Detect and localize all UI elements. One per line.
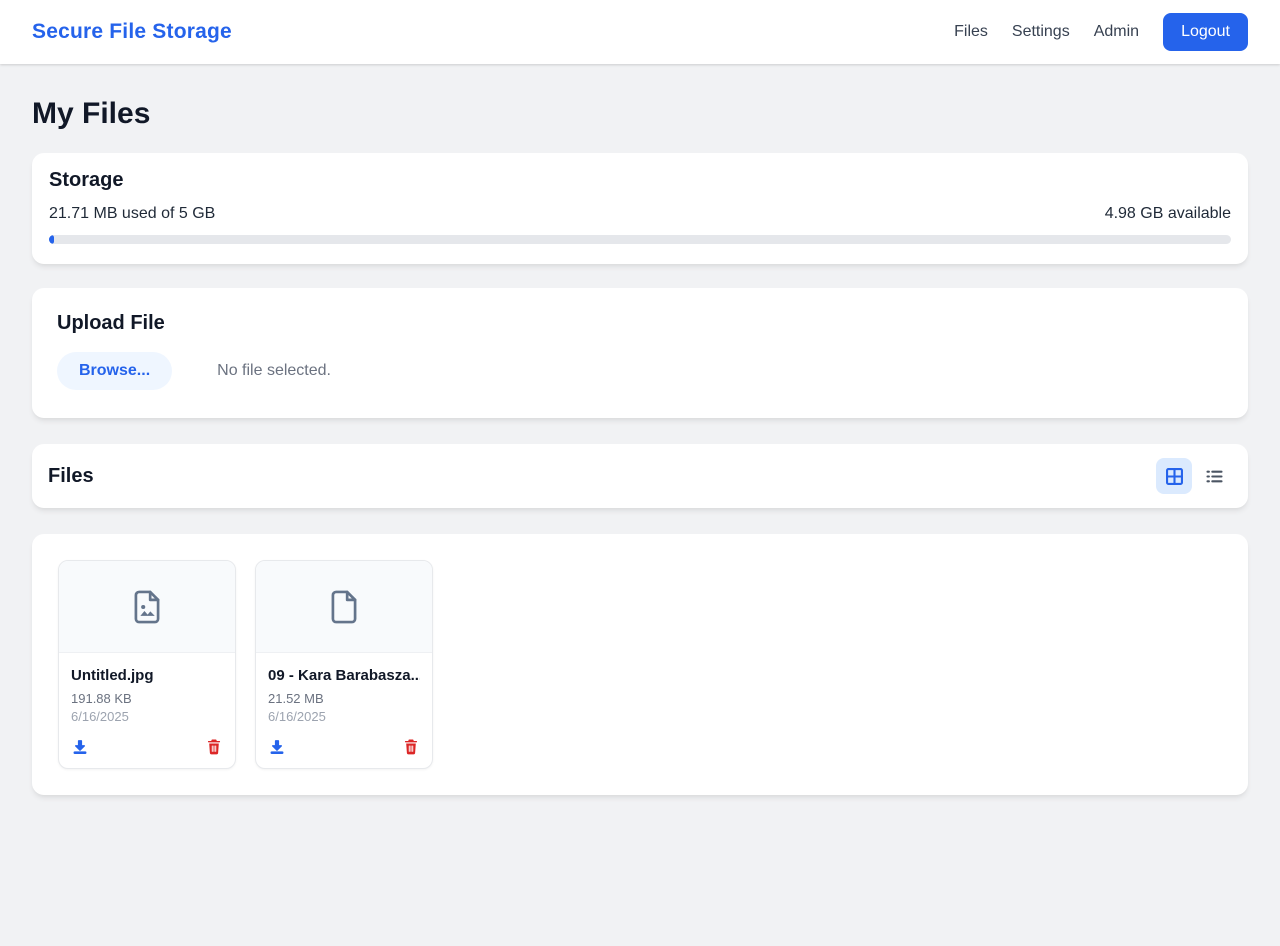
storage-progress-fill — [49, 235, 54, 244]
nav-link-admin[interactable]: Admin — [1093, 23, 1140, 40]
file-name: Untitled.jpg — [71, 667, 154, 684]
upload-row: Browse... No file selected. — [57, 352, 1223, 390]
file-actions — [268, 738, 420, 756]
grid-view-button[interactable] — [1156, 458, 1192, 494]
storage-used-text: 21.71 MB used of 5 GB — [49, 205, 216, 222]
storage-usage-row: 21.71 MB used of 5 GB 4.98 GB available — [49, 205, 1231, 223]
storage-title: Storage — [49, 169, 124, 191]
nav-link-files[interactable]: Files — [954, 23, 988, 40]
files-header-card: Files — [32, 444, 1248, 508]
grid-view-icon — [1164, 466, 1185, 487]
header: Secure File Storage Files Settings Admin L… — [0, 0, 1280, 64]
upload-status-text: No file selected. — [217, 362, 331, 379]
nav-link-settings[interactable]: Settings — [1011, 23, 1070, 40]
storage-progress-track — [49, 235, 1231, 244]
page-title: My Files — [32, 97, 151, 130]
trash-icon — [205, 738, 223, 756]
header-nav: Files Settings Admin — [954, 23, 1139, 41]
upload-card: Upload File Browse... No file selected. — [32, 288, 1248, 418]
file-grid: Untitled.jpg 191.88 KB 6/16/2025 — [58, 560, 1222, 769]
list-view-icon — [1204, 466, 1225, 487]
list-view-button[interactable] — [1196, 458, 1232, 494]
view-toggles — [1156, 458, 1232, 494]
storage-available-text: 4.98 GB available — [1104, 205, 1231, 222]
file-date: 6/16/2025 — [71, 709, 129, 724]
logout-button[interactable]: Logout — [1163, 13, 1248, 51]
file-card[interactable]: Untitled.jpg 191.88 KB 6/16/2025 — [58, 560, 236, 769]
file-card[interactable]: 09 - Kara Barabasza.... 21.52 MB 6/16/20… — [255, 560, 433, 769]
file-size: 21.52 MB — [268, 691, 324, 706]
download-button[interactable] — [268, 738, 286, 756]
file-info: 09 - Kara Barabasza.... 21.52 MB 6/16/20… — [256, 653, 432, 768]
download-button[interactable] — [71, 738, 89, 756]
delete-button[interactable] — [402, 738, 420, 756]
upload-title: Upload File — [57, 312, 165, 334]
file-thumbnail — [59, 561, 235, 653]
header-right: Files Settings Admin Logout — [954, 13, 1248, 51]
storage-card: Storage 21.71 MB used of 5 GB 4.98 GB av… — [32, 153, 1248, 264]
file-info: Untitled.jpg 191.88 KB 6/16/2025 — [59, 653, 235, 768]
file-image-icon — [128, 588, 166, 626]
file-date: 6/16/2025 — [268, 709, 326, 724]
download-icon — [71, 738, 89, 756]
file-name: 09 - Kara Barabasza.... — [268, 667, 420, 684]
files-grid-card: Untitled.jpg 191.88 KB 6/16/2025 — [32, 534, 1248, 795]
main-content: My Files Storage 21.71 MB used of 5 GB 4… — [0, 97, 1280, 835]
browse-button[interactable]: Browse... — [57, 352, 173, 390]
delete-button[interactable] — [205, 738, 223, 756]
trash-icon — [402, 738, 420, 756]
app-brand[interactable]: Secure File Storage — [32, 20, 232, 43]
file-generic-icon — [325, 588, 363, 626]
file-actions — [71, 738, 223, 756]
download-icon — [268, 738, 286, 756]
file-thumbnail — [256, 561, 432, 653]
file-size: 191.88 KB — [71, 691, 132, 706]
files-section-title: Files — [48, 464, 94, 487]
